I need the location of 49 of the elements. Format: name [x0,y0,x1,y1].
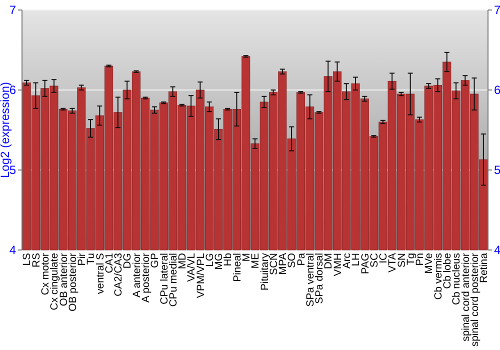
x-tick-label: SPa ventral [305,253,316,307]
x-tick-label: LG [204,253,216,267]
x-tick-label: SCN [268,253,280,275]
x-tick-label: Pituitary [260,252,271,291]
x-tick-label: VTA [388,252,399,272]
x-tick-label: Retina [479,252,490,284]
x-tick-label: GP [150,252,162,268]
x-tick-label: spinal cord posterior [470,252,481,347]
x-tick-label: Pa [296,252,308,266]
x-tick-label: Cx cingulate [50,252,61,310]
y-tick-label: 7 [9,3,16,18]
x-tick-label: SN [396,253,408,268]
y2-tick-label: 5 [494,163,500,178]
x-tick-label: Cb lobe [442,252,454,289]
x-tick-label: VMH [332,253,344,276]
x-tick-label: Hb [223,252,234,266]
x-tick-label: LS [22,252,34,266]
y-tick-label: 5 [9,163,16,178]
x-tick-label: Tg [406,252,417,266]
x-tick-label: PAG [360,253,372,274]
x-tick-label: Cb nucleus [452,253,463,305]
y2-tick-label: 4 [494,243,500,258]
x-tick-label: DM [324,253,335,270]
x-tick-label: A posterior [140,252,152,303]
x-tick-label: ventral S [95,252,106,294]
x-tick-label: ME [250,252,262,269]
x-tick-label: OB anterior [58,252,70,306]
y-tick-label: 4 [9,243,16,258]
x-tick-label: spinal cord anterior [460,252,472,342]
x-tick-label: VA/VL [186,252,198,282]
x-tick-label: Cb vermis [433,253,444,300]
x-tick-label: VPM/VPL [196,252,207,298]
x-tick-label: SC [369,252,380,268]
x-tick-label: Pineal [232,253,244,282]
x-tick-label: OB posterior [68,252,79,312]
x-tick-label: A anterior [132,252,143,298]
y2-tick-label: 6 [494,83,500,98]
x-tick-label: Cx motor [40,252,52,296]
x-tick-label: SO [287,253,298,268]
x-tick-label: Tu [86,252,98,265]
x-tick-label: LH [351,253,362,266]
x-tick-label: DG [122,253,134,269]
x-tick-label: CA1 [104,252,116,274]
x-tick-label: CPu lateral [159,253,170,304]
x-tick-label: MVe [424,252,436,274]
y2-tick-label: 7 [494,3,500,18]
y-axis-title: Log2 (expression) [0,82,12,178]
x-tick-label: RS [31,252,42,268]
x-tick-label: CPu medial [168,253,180,307]
